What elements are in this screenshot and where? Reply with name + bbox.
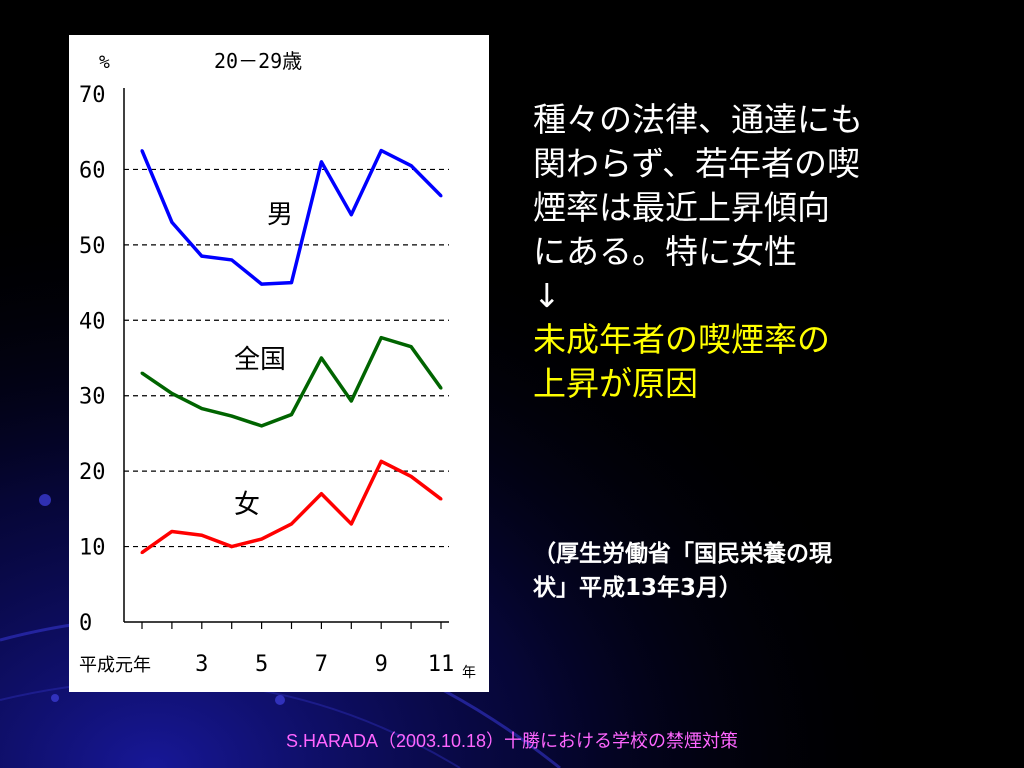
chart-panel: % 20－29歳 0 10 20 30 40 50 60 70 平成元年 3 5 7 9 11 年 男全国女 (69, 35, 489, 692)
data-point (409, 164, 413, 168)
decorative-dot (39, 494, 51, 506)
decorative-dot (51, 694, 59, 702)
data-point (290, 281, 293, 285)
source-citation: （厚生労働省「国民栄養の現 状」平成13年3月） (533, 537, 973, 605)
data-point (260, 424, 264, 428)
source-line: （厚生労働省「国民栄養の現 (533, 541, 832, 567)
conclusion-line: 未成年者の喫煙率の (533, 320, 830, 359)
data-point (409, 474, 413, 478)
data-point (439, 497, 443, 501)
data-point (230, 414, 234, 418)
data-point (230, 258, 234, 262)
data-point (170, 220, 174, 224)
data-point (349, 213, 353, 217)
data-point (379, 149, 383, 153)
series-label: 女 (234, 490, 260, 520)
data-point (200, 533, 204, 537)
data-point (439, 194, 443, 198)
decorative-dot (275, 695, 285, 705)
data-point (140, 551, 144, 555)
y-tick-label: 30 (79, 385, 106, 410)
series-line-3 (140, 459, 443, 555)
conclusion-line: 上昇が原因 (533, 364, 698, 403)
x-unit-label: 年 (462, 665, 476, 681)
body-line: にある。特に女性 (533, 232, 797, 271)
series-label: 男 (267, 200, 293, 230)
data-point (290, 522, 293, 526)
x-tick-label: 3 (195, 652, 208, 677)
y-tick-label: 60 (79, 158, 106, 183)
data-point (319, 492, 323, 496)
data-point (200, 407, 204, 411)
y-tick-label: 70 (79, 83, 106, 108)
data-point (290, 413, 293, 417)
body-text: 種々の法律、通達にも 関わらず、若年者の喫 煙率は最近上昇傾向 にある。特に女性… (533, 98, 973, 406)
data-point (379, 459, 383, 463)
y-tick-label: 20 (79, 460, 106, 485)
x-tick-label: 5 (255, 652, 268, 677)
data-point (260, 282, 264, 286)
data-point (230, 545, 234, 549)
series-line-2 (141, 335, 443, 428)
footer-credit: S.HARADA（2003.10.18）十勝における学校の禁煙対策 (285, 731, 739, 751)
y-unit-label: % (99, 52, 110, 73)
down-arrow: ↓ (533, 276, 561, 315)
body-line: 種々の法律、通達にも (533, 100, 863, 139)
body-line: 煙率は最近上昇傾向 (533, 188, 830, 227)
chart-title: 20－29歳 (214, 49, 302, 73)
y-tick-label: 0 (79, 611, 92, 636)
y-tick-label: 10 (79, 536, 106, 561)
data-point (379, 336, 383, 340)
data-point (140, 149, 144, 153)
data-point (349, 399, 353, 403)
y-tick-label: 40 (79, 309, 106, 334)
data-point (319, 160, 323, 164)
series-label: 全国 (234, 345, 286, 375)
x-tick-label: 平成元年 (79, 655, 151, 676)
data-point (170, 529, 174, 533)
x-tick-label: 11 (428, 652, 455, 677)
data-point (170, 391, 174, 395)
x-tick-label: 9 (375, 652, 388, 677)
data-point (140, 371, 144, 375)
x-tick-label: 7 (315, 652, 328, 677)
data-point (200, 254, 204, 258)
data-point (319, 356, 323, 360)
body-line: 関わらず、若年者の喫 (533, 144, 861, 183)
data-point (349, 522, 353, 526)
source-line: 状」平成13年3月） (533, 575, 743, 601)
data-point (260, 537, 264, 541)
data-point (439, 386, 443, 390)
data-point (409, 345, 413, 349)
y-tick-label: 50 (79, 234, 106, 259)
